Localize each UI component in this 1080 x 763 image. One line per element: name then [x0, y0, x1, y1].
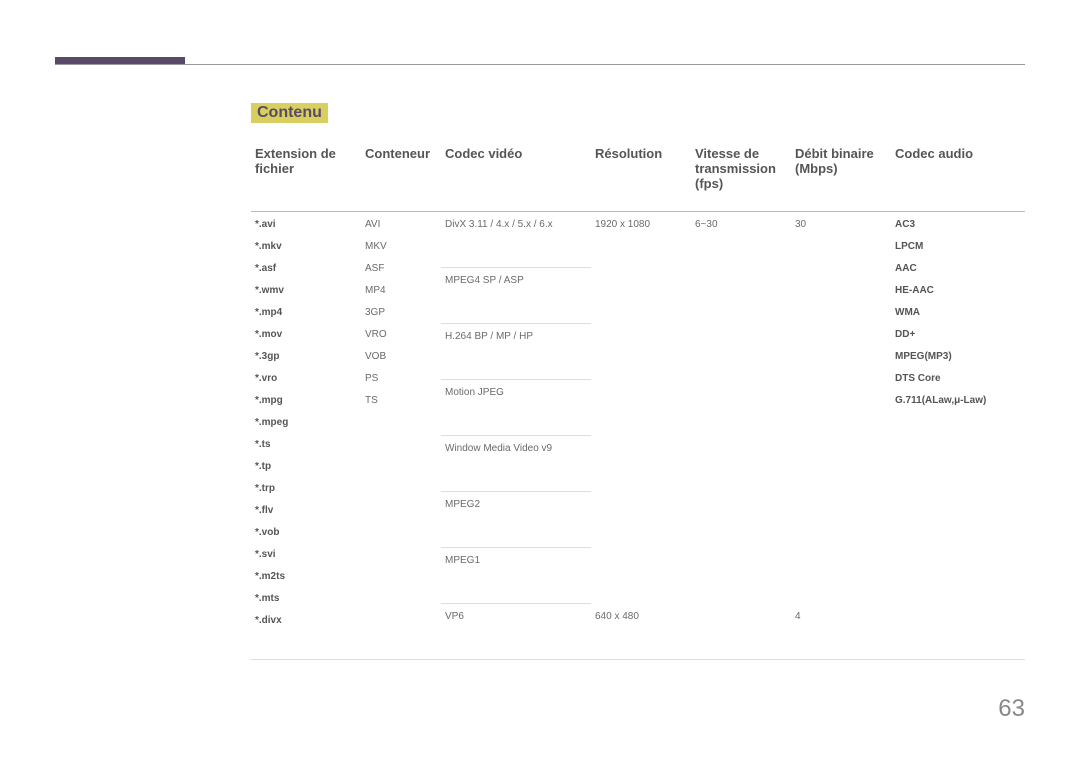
container-item: 3GP	[365, 304, 437, 322]
cell-resolution	[591, 492, 691, 548]
cell-fps	[691, 324, 791, 380]
section-title: Contenu	[251, 103, 328, 123]
page-number: 63	[998, 695, 1025, 723]
extension-item: *.asf	[255, 260, 357, 278]
cell-resolution	[591, 268, 691, 324]
cell-audio-codecs: AC3 LPCM AAC HE-AAC WMA DD+ MPEG(MP3) DTS Core G…	[891, 212, 1025, 660]
extension-item: *.svi	[255, 546, 357, 564]
th-audio-codec: Codec audio	[891, 140, 1025, 212]
cell-video-codec: MPEG1	[441, 548, 591, 604]
cell-mbps	[791, 268, 891, 324]
header-tab	[55, 57, 185, 64]
cell-video-codec: VP6	[441, 604, 591, 660]
container-item: AVI	[365, 216, 437, 234]
cell-extensions: *.avi *.mkv *.asf *.wmv *.mp4 *.mov *.3gp *.vro…	[251, 212, 361, 660]
th-container: Conteneur	[361, 140, 441, 212]
extension-item: *.mov	[255, 326, 357, 344]
extension-item: *.3gp	[255, 348, 357, 366]
extension-item: *.mpg	[255, 392, 357, 410]
extension-item: *.vro	[255, 370, 357, 388]
extension-item: *.m2ts	[255, 568, 357, 586]
extension-item: *.divx	[255, 612, 357, 630]
container-item: TS	[365, 392, 437, 410]
container-item: MKV	[365, 238, 437, 256]
cell-video-codec: H.264 BP / MP / HP	[441, 324, 591, 380]
th-resolution: Résolution	[591, 140, 691, 212]
table-row: *.avi*.mkv*.asf*.wmv*.mp4*.mov*.3gp*.vro…	[251, 212, 1025, 268]
cell-mbps	[791, 324, 891, 380]
extension-item: *.mkv	[255, 238, 357, 256]
extension-item: *.wmv	[255, 282, 357, 300]
cell-resolution	[591, 324, 691, 380]
extension-item: *.vob	[255, 524, 357, 542]
cell-fps	[691, 268, 791, 324]
cell-containers: AVI MKV ASF MP4 3GP VRO VOB PS TS	[361, 212, 441, 660]
th-mbps: Débit binaire (Mbps)	[791, 140, 891, 212]
extension-item: *.ts	[255, 436, 357, 454]
cell-video-codec: DivX 3.11 / 4.x / 5.x / 6.x	[441, 212, 591, 268]
cell-fps	[691, 492, 791, 548]
spec-table: Extension de fichier Conteneur Codec vid…	[251, 140, 1025, 660]
extension-item: *.flv	[255, 502, 357, 520]
th-video-codec: Codec vidéo	[441, 140, 591, 212]
container-item: VOB	[365, 348, 437, 366]
extension-item: *.mp4	[255, 304, 357, 322]
container-item: PS	[365, 370, 437, 388]
cell-video-codec: Window Media Video v9	[441, 436, 591, 492]
audio-codec-item: HE-AAC	[895, 282, 1021, 300]
audio-codec-item: LPCM	[895, 238, 1021, 256]
spec-table-wrap: Extension de fichier Conteneur Codec vid…	[251, 140, 1025, 660]
cell-mbps	[791, 380, 891, 436]
container-item: VRO	[365, 326, 437, 344]
audio-codec-item: AAC	[895, 260, 1021, 278]
audio-codec-item: DTS Core	[895, 370, 1021, 388]
cell-mbps: 4	[791, 604, 891, 660]
cell-mbps	[791, 492, 891, 548]
audio-codec-item: AC3	[895, 216, 1021, 234]
cell-video-codec: Motion JPEG	[441, 380, 591, 436]
cell-fps	[691, 604, 791, 660]
th-fps: Vitesse de transmission (fps)	[691, 140, 791, 212]
cell-fps	[691, 436, 791, 492]
cell-mbps	[791, 436, 891, 492]
audio-codec-item: DD+	[895, 326, 1021, 344]
cell-fps	[691, 380, 791, 436]
table-header-row: Extension de fichier Conteneur Codec vid…	[251, 140, 1025, 212]
cell-mbps	[791, 548, 891, 604]
cell-resolution	[591, 548, 691, 604]
extension-item: *.trp	[255, 480, 357, 498]
th-extension: Extension de fichier	[251, 140, 361, 212]
cell-mbps: 30	[791, 212, 891, 268]
extension-item: *.mts	[255, 590, 357, 608]
cell-video-codec: MPEG2	[441, 492, 591, 548]
cell-resolution	[591, 380, 691, 436]
cell-resolution: 640 x 480	[591, 604, 691, 660]
container-item: MP4	[365, 282, 437, 300]
header-rule	[55, 64, 1025, 65]
extension-item: *.avi	[255, 216, 357, 234]
extension-item: *.tp	[255, 458, 357, 476]
extension-item: *.mpeg	[255, 414, 357, 432]
container-item: ASF	[365, 260, 437, 278]
cell-resolution	[591, 436, 691, 492]
audio-codec-item: MPEG(MP3)	[895, 348, 1021, 366]
cell-fps: 6~30	[691, 212, 791, 268]
cell-resolution: 1920 x 1080	[591, 212, 691, 268]
audio-codec-item: G.711(ALaw,μ-Law)	[895, 392, 1021, 410]
cell-video-codec: MPEG4 SP / ASP	[441, 268, 591, 324]
audio-codec-item: WMA	[895, 304, 1021, 322]
cell-fps	[691, 548, 791, 604]
